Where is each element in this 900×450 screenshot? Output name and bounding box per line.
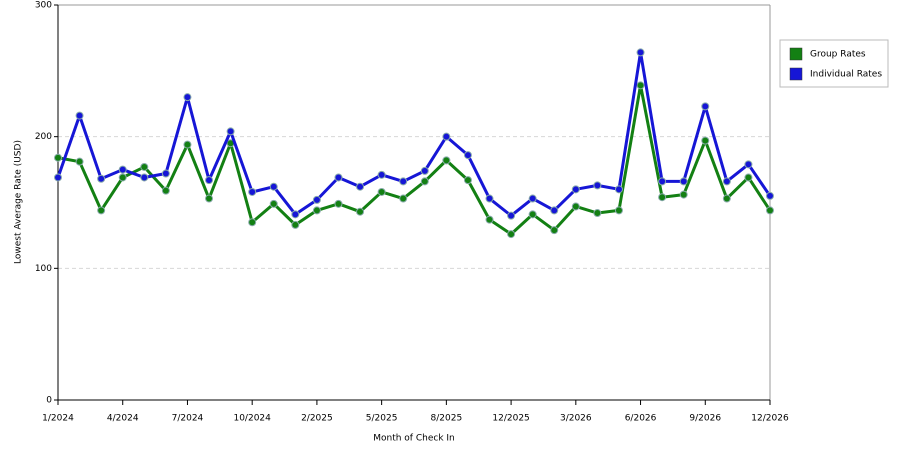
series-line [56,50,772,218]
y-tick-label: 300 [35,1,52,11]
data-point [420,177,429,186]
data-point [507,211,516,220]
data-point [658,177,667,186]
data-point [183,140,192,149]
data-point [97,174,106,183]
data-point [485,194,494,203]
data-point [701,102,710,111]
data-point [118,165,127,174]
data-point [744,160,753,169]
x-axis-title: Month of Check In [373,434,455,444]
data-point [140,162,149,171]
x-tick-label: 8/2025 [431,414,463,424]
x-tick-label: 4/2024 [107,414,139,424]
y-tick-label: 200 [35,132,52,142]
y-tick-label: 0 [46,396,52,406]
data-point [118,173,127,182]
data-point [161,186,170,195]
data-point [226,127,235,136]
legend-label: Individual Rates [810,70,882,80]
data-point [312,206,321,215]
data-point [377,170,386,179]
data-point [722,177,731,186]
data-point [463,176,472,185]
data-point [550,206,559,215]
y-tick-label: 100 [35,264,52,274]
data-point [377,187,386,196]
data-point [334,199,343,208]
data-point [140,173,149,182]
data-point [97,206,106,215]
x-tick-label: 3/2026 [560,414,592,424]
data-point [291,210,300,219]
x-tick-label: 1/2024 [42,414,74,424]
data-point [399,194,408,203]
data-point [269,199,278,208]
data-point [54,153,62,162]
data-point [571,202,580,211]
data-point [75,157,84,166]
data-point [183,93,192,102]
legend-swatch [789,67,803,81]
data-point [744,173,753,182]
data-point [528,194,537,203]
data-point [399,177,408,186]
data-point [312,195,321,204]
data-point [679,190,688,199]
data-point [679,177,688,186]
data-point [658,193,667,202]
data-point [614,185,623,194]
x-tick-label: 7/2024 [172,414,204,424]
data-point [507,230,516,239]
x-tick-label: 10/2024 [233,414,271,424]
legend-swatch [789,47,803,61]
data-point [248,218,257,227]
data-point [54,173,62,182]
x-tick-label: 6/2026 [625,414,657,424]
data-point [463,151,472,160]
data-point [248,187,257,196]
data-point [528,210,537,219]
data-point [636,81,645,90]
data-point [722,194,731,203]
data-point [571,185,580,194]
x-tick-label: 12/2025 [492,414,529,424]
data-point [356,207,365,216]
data-point [334,173,343,182]
data-point [356,182,365,191]
y-axis-title: Lowest Average Rate (USD) [14,140,24,264]
data-point [766,206,774,215]
data-point [269,182,278,191]
data-point [614,206,623,215]
data-point [701,136,710,145]
data-point [485,215,494,224]
x-tick-label: 2/2025 [301,414,333,424]
data-point [442,132,451,141]
data-point [593,181,602,190]
legend-label: Group Rates [810,50,866,60]
data-point [636,48,645,57]
data-point [442,156,451,165]
data-point [161,169,170,178]
data-point [75,111,84,120]
data-point [205,176,214,185]
data-point [550,226,559,235]
data-point [205,194,214,203]
data-point [593,209,602,218]
data-point [420,166,429,175]
data-point [766,191,774,200]
x-tick-label: 5/2025 [366,414,398,424]
x-tick-label: 9/2026 [689,414,721,424]
series-line [57,83,772,236]
x-tick-label: 12/2026 [751,414,789,424]
data-point [291,220,300,229]
